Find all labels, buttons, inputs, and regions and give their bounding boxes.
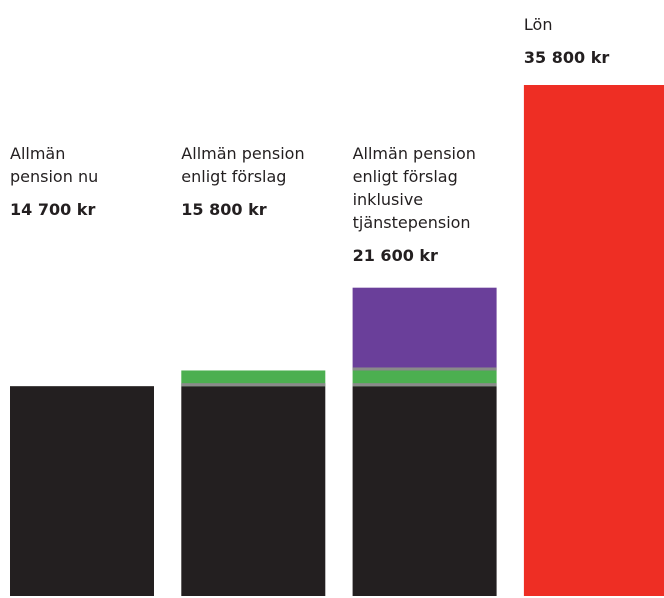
label-block: Allmän pension nu 14 700 kr	[10, 142, 160, 221]
bar-segment	[181, 370, 326, 387]
label-block: Lön 35 800 kr	[524, 13, 664, 69]
bar-segment	[352, 287, 497, 371]
category-label: Lön	[523, 15, 553, 34]
bar-segment	[352, 386, 497, 596]
bar-segment	[352, 370, 497, 387]
segment-separator	[352, 383, 497, 387]
total-label: 14 700 kr	[10, 200, 96, 219]
total-label: 15 800 kr	[181, 200, 267, 219]
category-label: Allmän pension enligt förslag	[181, 144, 305, 186]
category-label: Allmän pension nu	[10, 144, 99, 186]
segment-separator	[352, 367, 497, 371]
label-block: Allmän pension enligt förslag 15 800 kr	[181, 142, 331, 221]
bar-segment	[181, 386, 326, 596]
total-label: 21 600 kr	[352, 246, 438, 265]
category-label: Allmän pension enligt förslag inklusive …	[352, 144, 476, 232]
bar-segment	[523, 85, 664, 596]
total-label: 35 800 kr	[523, 48, 610, 67]
segment-separator	[181, 383, 326, 387]
label-block: Allmän pension enligt förslag inklusive …	[353, 142, 503, 267]
bar-segment	[10, 386, 154, 596]
